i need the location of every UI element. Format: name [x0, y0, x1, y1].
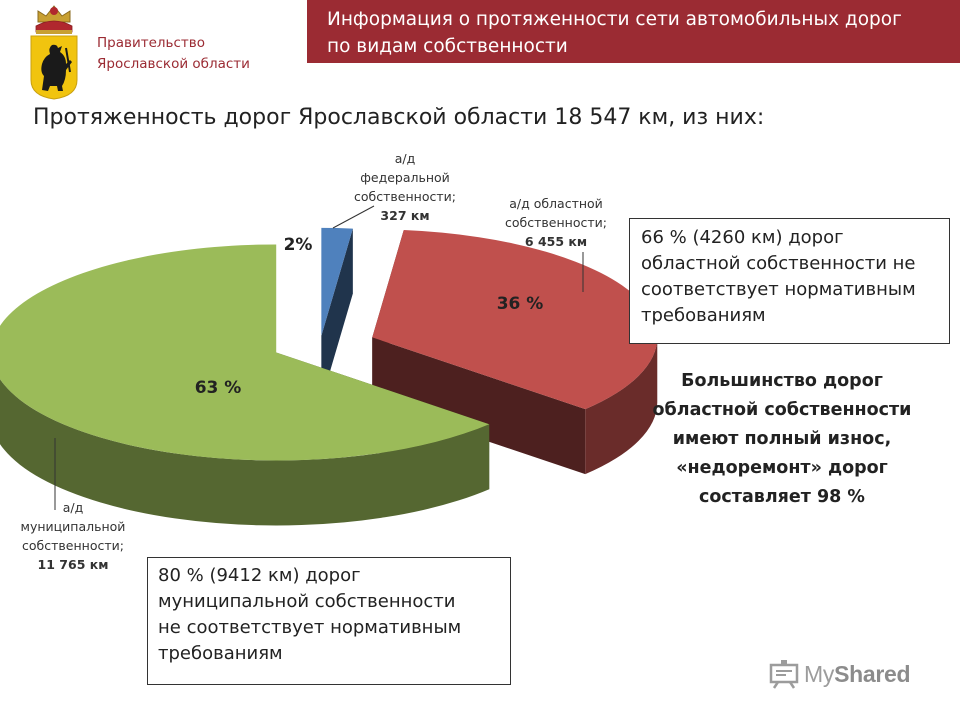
page-title-line2: по видам собственности — [327, 36, 568, 57]
slice-category-label: а/д — [395, 151, 416, 166]
slice-value-label: 11 765 км — [38, 557, 109, 572]
pie-slice-side-wall — [0, 379, 490, 526]
pie-labels: 2% 36 % 63 % а/д федеральной собственности; 32… — [21, 151, 607, 572]
pie-slice-top — [372, 230, 658, 410]
municipal-note-line: требованиям — [158, 643, 283, 664]
conclusion-line: имеют полный износ, — [672, 429, 892, 449]
slice-category-label: муниципальной — [21, 519, 126, 534]
government-name-line2: Ярославской области — [97, 56, 250, 72]
conclusion-line: составляет 98 % — [699, 487, 865, 507]
mysharedwatermark: MyShared — [768, 657, 938, 691]
municipal-note-box: 80 % (9412 км) дорог муниципальной собст… — [147, 557, 511, 685]
conclusion-line: областной собственности — [652, 400, 912, 420]
chart-subtitle: Протяженность дорог Ярославской области … — [33, 105, 765, 130]
pie-slice-cut-face — [372, 337, 586, 475]
watermark-text: MyShared — [804, 660, 911, 688]
slice-value-label: 327 км — [380, 208, 429, 223]
watermark-brand-light: My — [804, 660, 835, 687]
conclusion-line: Большинство дорог — [681, 371, 883, 391]
pie-slice-top — [321, 227, 353, 336]
page-title: Информация о протяженности сети автомоби… — [327, 6, 947, 60]
regional-note-line: соответствует нормативным — [641, 279, 916, 300]
slice-category-label: федеральной — [360, 170, 450, 185]
slice-percent-label: 36 % — [497, 294, 544, 314]
regional-note-line: 66 % (4260 км) дорог — [641, 227, 844, 248]
government-name: Правительство Ярославской области — [97, 33, 297, 75]
conclusion-text: Большинство дорог областной собственност… — [626, 367, 938, 512]
pie-slice-cut-face — [321, 228, 353, 401]
regional-note-box: 66 % (4260 км) дорог областной собственн… — [629, 218, 950, 344]
slice-percent-label: 2% — [284, 235, 313, 255]
yaroslavl-coat-of-arms-icon — [30, 5, 78, 100]
government-name-line1: Правительство — [97, 35, 205, 51]
municipal-note-line: не соответствует нормативным — [158, 617, 462, 638]
slice-category-label: а/д областной — [509, 196, 603, 211]
conclusion-line: «недоремонт» дорог — [676, 458, 888, 478]
presentation-board-icon — [769, 660, 799, 689]
header-band — [307, 0, 960, 63]
slice-value-label: 6 455 км — [525, 234, 587, 249]
regional-note-line: требованиям — [641, 305, 766, 326]
pie-slice-side-wall — [585, 337, 658, 475]
slice-category-label: собственности; — [505, 215, 607, 230]
slice-leader-line — [332, 205, 375, 229]
slice-percent-label: 63 % — [195, 378, 242, 398]
watermark-brand-bold: Shared — [834, 660, 911, 687]
pie-slice-municipal — [0, 244, 490, 526]
pie-slice-federal — [321, 227, 353, 401]
slice-category-label: собственности; — [22, 538, 124, 553]
pie-slice-regional — [372, 230, 658, 475]
slice-category-label: собственности; — [354, 189, 456, 204]
pie-slice-top — [0, 244, 490, 461]
pie-slices — [0, 227, 658, 526]
slice-category-label: а/д — [63, 500, 84, 515]
municipal-note-line: 80 % (9412 км) дорог — [158, 565, 361, 586]
regional-note-line: областной собственности не — [641, 253, 916, 274]
municipal-note-line: муниципальной собственности — [158, 591, 456, 612]
page-title-line1: Информация о протяженности сети автомоби… — [327, 9, 902, 30]
